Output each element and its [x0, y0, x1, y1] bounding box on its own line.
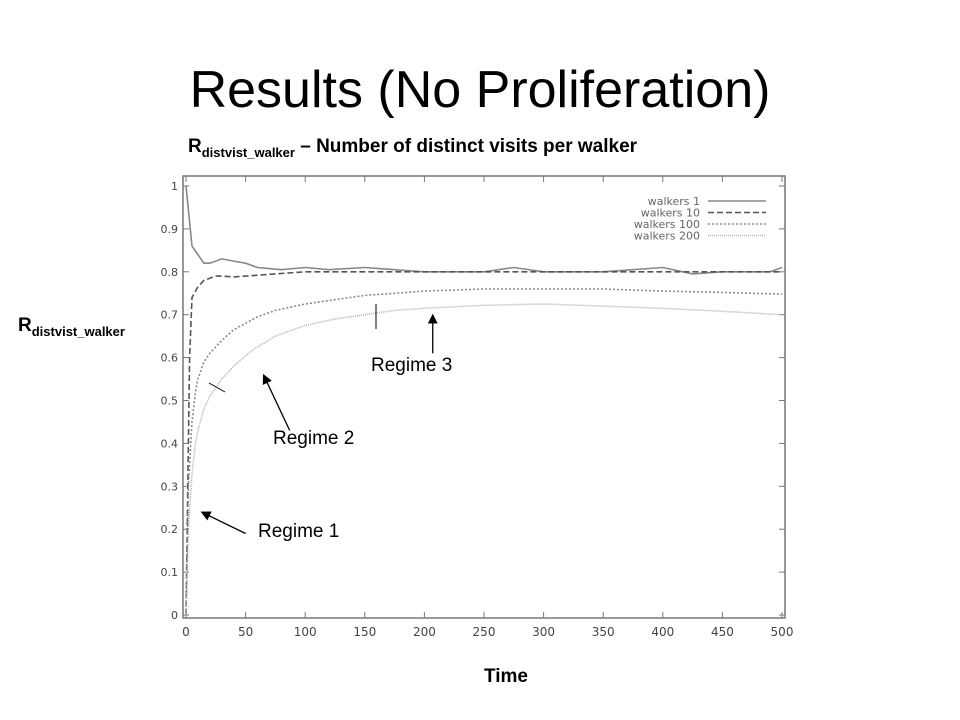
- legend-label-4: walkers 200: [634, 230, 700, 243]
- y-tick-label: 0.2: [161, 523, 179, 536]
- y-axis-label: Rdistvist_walker: [18, 315, 125, 339]
- y-tick-label: 0.7: [161, 309, 179, 322]
- x-tick-label: 450: [711, 625, 734, 639]
- slide-title: Results (No Proliferation): [189, 61, 771, 119]
- y-label-subscript: distvist_walker: [31, 323, 125, 339]
- x-tick-label: 350: [592, 625, 615, 639]
- regime-1-label: Regime 1: [258, 521, 340, 542]
- x-tick-label: 500: [771, 625, 794, 639]
- x-tick-label: 200: [413, 625, 436, 639]
- regime-3-label: Regime 3: [371, 355, 453, 376]
- x-tick-label: 50: [238, 625, 253, 639]
- regime-boundary-1-2: [208, 382, 226, 393]
- x-tick-label: 250: [473, 625, 496, 639]
- y-label-symbol: R: [18, 315, 32, 336]
- legend-label-1: walkers 1: [648, 195, 700, 208]
- caption-symbol: R: [188, 136, 202, 157]
- x-tick-label: 100: [294, 625, 317, 639]
- legend-label-3: walkers 100: [634, 218, 700, 231]
- y-tick-label: 0.9: [161, 223, 179, 236]
- series-line-4: [185, 303, 783, 616]
- y-tick-label: 0.6: [161, 352, 179, 365]
- y-tick-label: 0.8: [161, 266, 179, 279]
- y-tick-label: 0.1: [161, 566, 179, 579]
- x-tick-label: 400: [651, 625, 674, 639]
- x-axis-label: Time: [484, 666, 529, 687]
- regime-2-arrow: [262, 373, 291, 431]
- y-tick-label: 0.5: [161, 395, 179, 408]
- series-line-3: [185, 288, 783, 616]
- x-tick-label: 0: [182, 625, 190, 639]
- y-tick-label: 0.4: [161, 437, 179, 450]
- regime-1-arrow: [200, 511, 246, 535]
- y-tick-label: 0: [171, 609, 178, 622]
- x-tick-label: 150: [353, 625, 376, 639]
- y-tick-label: 1: [171, 180, 178, 193]
- x-tick-label: 300: [532, 625, 555, 639]
- series-line-2: [185, 270, 782, 616]
- regime-2-label: Regime 2: [273, 428, 355, 449]
- caption-subscript: distvist_walker: [201, 144, 295, 160]
- y-tick-label: 0.3: [161, 480, 179, 493]
- chart-caption: Rdistvist_walker – Number of distinct vi…: [188, 136, 637, 160]
- caption-description: – Number of distinct visits per walker: [294, 136, 638, 157]
- legend-label-2: walkers 10: [641, 207, 700, 220]
